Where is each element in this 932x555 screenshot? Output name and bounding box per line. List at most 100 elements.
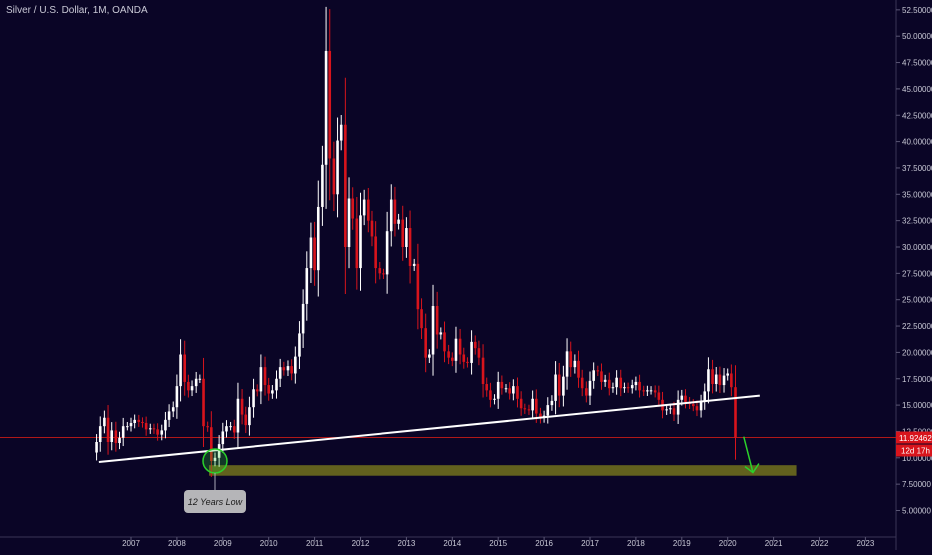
candle-body[interactable] bbox=[611, 387, 615, 389]
candle-body[interactable] bbox=[213, 457, 217, 461]
candle-body[interactable] bbox=[309, 237, 313, 269]
candle-body[interactable] bbox=[711, 369, 714, 385]
candle-body[interactable] bbox=[240, 398, 244, 415]
candle-body[interactable] bbox=[519, 398, 523, 409]
callout-box[interactable] bbox=[183, 490, 246, 513]
candle-body[interactable] bbox=[473, 341, 477, 349]
candle-body[interactable] bbox=[290, 366, 293, 374]
candle-body[interactable] bbox=[550, 400, 554, 406]
candle-body[interactable] bbox=[171, 407, 175, 412]
candle-body[interactable] bbox=[684, 395, 687, 402]
candle-body[interactable] bbox=[397, 219, 400, 224]
candle-body[interactable] bbox=[493, 398, 496, 400]
candle-body[interactable] bbox=[344, 124, 347, 247]
candle-body[interactable] bbox=[126, 426, 129, 428]
candle-body[interactable] bbox=[156, 429, 159, 435]
candle-body[interactable] bbox=[347, 198, 351, 247]
candle-body[interactable] bbox=[282, 367, 286, 371]
candle-body[interactable] bbox=[534, 398, 538, 414]
candle-body[interactable] bbox=[175, 386, 179, 408]
candle-body[interactable] bbox=[95, 441, 98, 453]
candle-body[interactable] bbox=[152, 428, 156, 430]
candle-body[interactable] bbox=[615, 377, 618, 388]
candle-body[interactable] bbox=[454, 338, 458, 361]
candle-body[interactable] bbox=[389, 199, 393, 232]
candle-body[interactable] bbox=[580, 377, 584, 389]
candle-body[interactable] bbox=[305, 268, 309, 304]
candle-body[interactable] bbox=[210, 427, 213, 461]
candle-body[interactable] bbox=[198, 378, 202, 380]
candle-body[interactable] bbox=[489, 390, 492, 400]
candle-body[interactable] bbox=[412, 263, 416, 266]
candle-body[interactable] bbox=[443, 332, 446, 352]
candle-body[interactable] bbox=[439, 332, 443, 335]
candle-body[interactable] bbox=[554, 374, 557, 401]
candle-body[interactable] bbox=[408, 228, 412, 266]
candle-body[interactable] bbox=[321, 164, 324, 207]
candle-body[interactable] bbox=[362, 199, 366, 216]
candle-body[interactable] bbox=[699, 401, 703, 411]
candle-body[interactable] bbox=[607, 379, 611, 389]
candle-body[interactable] bbox=[435, 306, 439, 335]
candle-body[interactable] bbox=[351, 198, 354, 219]
candle-body[interactable] bbox=[646, 390, 649, 392]
candle-body[interactable] bbox=[263, 367, 267, 386]
candle-body[interactable] bbox=[691, 404, 695, 407]
candle-body[interactable] bbox=[298, 333, 301, 357]
candle-body[interactable] bbox=[557, 374, 561, 396]
candle-body[interactable] bbox=[695, 406, 699, 411]
candle-body[interactable] bbox=[596, 370, 600, 372]
candle-body[interactable] bbox=[294, 356, 297, 374]
candle-body[interactable] bbox=[252, 389, 255, 408]
candle-body[interactable] bbox=[275, 378, 278, 391]
candle-body[interactable] bbox=[680, 395, 684, 400]
candle-body[interactable] bbox=[267, 385, 270, 394]
candle-body[interactable] bbox=[232, 426, 236, 433]
candle-body[interactable] bbox=[324, 50, 328, 165]
candle-body[interactable] bbox=[420, 309, 423, 329]
candle-body[interactable] bbox=[447, 351, 450, 358]
candle-body[interactable] bbox=[730, 373, 733, 388]
candle-body[interactable] bbox=[707, 369, 710, 392]
candle-body[interactable] bbox=[592, 370, 595, 381]
candle-body[interactable] bbox=[121, 426, 125, 438]
candle-body[interactable] bbox=[301, 303, 305, 334]
candle-body[interactable] bbox=[336, 140, 339, 195]
candle-body[interactable] bbox=[600, 371, 603, 382]
candle-body[interactable] bbox=[229, 426, 232, 428]
candle-body[interactable] bbox=[382, 273, 385, 275]
candle-body[interactable] bbox=[703, 391, 707, 402]
candle-body[interactable] bbox=[129, 423, 133, 427]
candle-body[interactable] bbox=[485, 384, 489, 391]
candle-body[interactable] bbox=[726, 373, 729, 376]
candle-body[interactable] bbox=[133, 419, 136, 424]
candle-body[interactable] bbox=[734, 387, 737, 438]
candle-body[interactable] bbox=[504, 388, 508, 390]
candle-body[interactable] bbox=[722, 375, 726, 386]
candle-body[interactable] bbox=[141, 421, 144, 424]
candle-body[interactable] bbox=[424, 328, 427, 358]
candle-body[interactable] bbox=[669, 408, 672, 410]
candle-body[interactable] bbox=[118, 437, 121, 444]
candle-body[interactable] bbox=[286, 366, 290, 371]
candle-body[interactable] bbox=[481, 357, 485, 385]
candle-body[interactable] bbox=[634, 381, 638, 386]
candle-body[interactable] bbox=[206, 426, 209, 428]
candle-body[interactable] bbox=[164, 419, 167, 431]
candle-body[interactable] bbox=[339, 124, 343, 141]
candle-body[interactable] bbox=[160, 430, 164, 435]
support-zone[interactable] bbox=[209, 465, 797, 476]
candle-body[interactable] bbox=[588, 380, 592, 396]
candle-body[interactable] bbox=[477, 348, 481, 358]
candle-body[interactable] bbox=[642, 390, 646, 392]
candle-body[interactable] bbox=[144, 423, 148, 430]
candle-body[interactable] bbox=[225, 426, 228, 432]
candle-body[interactable] bbox=[676, 399, 680, 415]
candle-body[interactable] bbox=[603, 379, 607, 382]
candle-body[interactable] bbox=[202, 378, 205, 427]
low-highlight-circle[interactable] bbox=[202, 448, 228, 474]
candle-body[interactable] bbox=[393, 199, 397, 224]
candle-body[interactable] bbox=[638, 381, 641, 391]
candle-body[interactable] bbox=[496, 381, 500, 399]
candle-body[interactable] bbox=[577, 360, 580, 378]
